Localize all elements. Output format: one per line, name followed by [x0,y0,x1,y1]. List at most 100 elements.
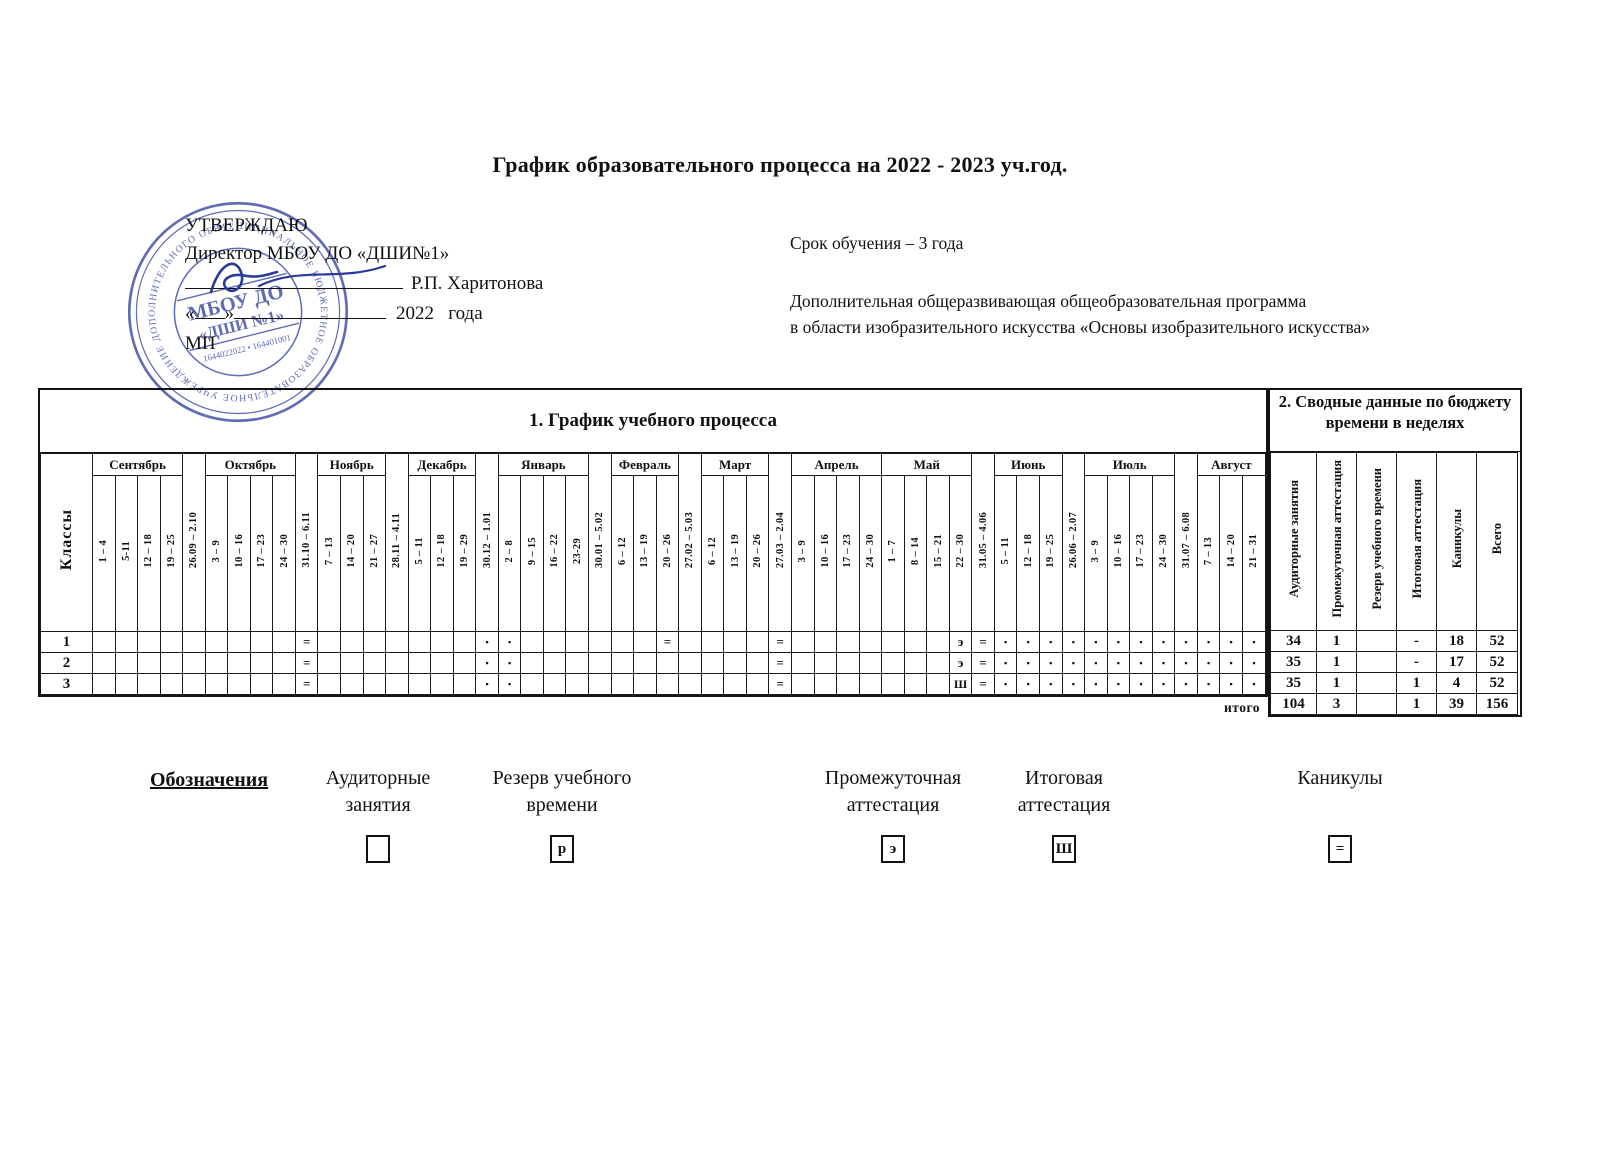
week-mark-cell [610,673,635,695]
week-header: 15 – 21 [926,475,950,632]
week-header: 12 – 18 [137,475,161,632]
week-mark-cell: ▪ [1061,631,1086,653]
classes-header-label: Классы [57,509,75,571]
mp-mark: МП [185,332,216,354]
week-header: 9 – 15 [520,475,544,632]
signature-underline [185,268,403,289]
week-mark-cell: ▪ [1174,652,1198,674]
week-mark-cell: ▪ [1061,652,1086,674]
week-mark-cell: ▪ [1196,673,1221,695]
month-blank [234,298,386,319]
week-header: 20 – 26 [745,475,770,632]
class-row: 1 = ▪ ▪ = = э = ▪ ▪ ▪ ▪ ▪ ▪ ▪ ▪ ▪ ▪ ▪ ▪ [40,631,1267,653]
week-header-label: 1 – 7 [887,539,899,563]
summary-cell: 1 [1316,651,1357,673]
week-header-label: 5 – 11 [1000,537,1012,565]
week-header-label: 10 – 16 [819,534,831,568]
week-header-label: 14 – 20 [1225,534,1237,568]
legend-heading: Обозначения [150,769,269,791]
legend-item: Итоговая аттестация Ш [954,765,1174,875]
program-text: Дополнительная общеразвивающая общеобраз… [790,288,1370,340]
week-mark-cell [204,652,229,674]
week-mark-cell [655,673,680,695]
week-mark-cell [114,631,139,653]
week-header: 17 – 23 [1129,475,1153,632]
legend-symbol-box: = [1328,835,1352,863]
week-mark-cell: э [948,631,973,653]
week-mark-cell [249,673,274,695]
week-mark-cell [542,673,567,695]
week-mark-cell [92,673,116,695]
week-header: 3 – 9 [790,475,815,632]
week-header: 23-29 [565,475,590,632]
month-header: Октябрь [204,453,296,476]
week-header-label: 2 – 8 [504,539,516,563]
signature-row: Р.П. Харитонова [185,268,645,298]
year-suffix: года [448,302,483,324]
week-header-label: 13 – 19 [729,534,741,568]
legend-item: Промежуточная аттестация э [783,765,1003,875]
week-header-label: 12 – 18 [1022,534,1034,568]
week-header-label: 14 – 20 [346,534,358,568]
week-mark-cell [745,673,770,695]
legend-symbol: р [557,840,567,857]
week-header: 5 – 11 [993,475,1018,632]
week-mark-cell: = [768,673,792,695]
week-mark-cell [588,652,612,674]
legend-item: Резерв учебного времени р [452,765,672,875]
week-mark-cell [610,631,635,653]
week-mark-cell [655,652,680,674]
bridge-week-header: 31.10 – 6.11 [294,453,319,632]
week-mark-cell: ▪ [993,631,1018,653]
week-header-label: 19 – 25 [1045,534,1057,568]
summary-row: 104 3 1 39 156 [1270,693,1518,715]
week-mark-cell [452,673,477,695]
week-mark-cell [362,673,387,695]
week-mark-cell: ▪ [1106,652,1131,674]
week-mark-cell [520,631,544,653]
process-panel: 1. График учебного процесса Классы Сентяб… [38,388,1268,697]
month-header: Декабрь [407,453,477,476]
summary-row: 35 1 -17 52 [1270,651,1518,673]
legend-symbol: = [1335,840,1345,857]
month-header: Январь [497,453,590,476]
week-mark-cell [272,652,296,674]
week-header: 6 – 12 [610,475,635,632]
week-header: 13 – 19 [723,475,747,632]
summary-col-header: Резерв учебного времени [1356,452,1397,631]
week-mark-cell: = [294,673,319,695]
legend-item-label: Промежуточная [824,767,962,789]
legend-item-label: аттестация [1017,794,1111,816]
class-row: 3 = ▪ ▪ = Ш = ▪ ▪ ▪ ▪ ▪ ▪ ▪ ▪ ▪ ▪ ▪ ▪ [40,673,1267,695]
week-header: 22 – 30 [948,475,973,632]
week-mark-cell [204,673,229,695]
summary-col-header-label: Каникулы [1449,509,1464,569]
week-mark-cell [542,631,567,653]
week-header-label: 24 – 30 [864,534,876,568]
week-mark-cell [745,631,770,653]
week-header: 21 – 27 [362,475,387,632]
summary-cell: - [1396,630,1437,652]
week-mark-cell: ▪ [1016,652,1040,674]
week-mark-cell [678,631,702,653]
week-mark-cell [588,673,612,695]
week-mark-cell [881,652,905,674]
week-header: 3 – 9 [204,475,229,632]
week-mark-cell [858,652,883,674]
week-header-label: 6 – 12 [616,536,628,566]
week-mark-cell [926,652,950,674]
week-mark-cell [137,673,161,695]
week-header-label: 31.05 – 4.06 [977,511,989,569]
week-mark-cell [137,631,161,653]
week-mark-cell [317,652,342,674]
week-mark-cell [182,631,206,653]
bridge-week-header: 27.03 – 2.04 [768,453,792,632]
week-header: 12 – 18 [430,475,454,632]
week-header-label: 7 – 13 [1203,536,1215,566]
week-header: 10 – 16 [227,475,251,632]
legend-symbol: э [889,840,897,857]
week-mark-cell [385,652,409,674]
summary-cell: 3 [1316,693,1357,715]
week-mark-cell [565,652,590,674]
week-mark-cell [227,673,251,695]
